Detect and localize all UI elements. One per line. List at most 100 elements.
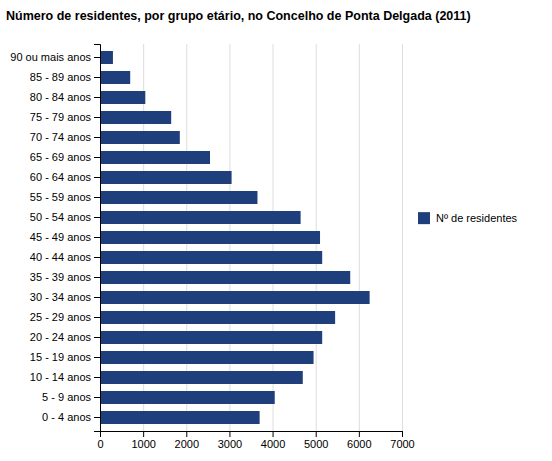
- y-tick-mark: [94, 357, 100, 358]
- y-tick-label: 90 ou mais anos: [10, 51, 91, 63]
- y-tick: 60 - 64 anos: [30, 171, 100, 183]
- x-tick-mark: [273, 431, 274, 437]
- y-tick: 45 - 49 anos: [30, 231, 100, 243]
- x-tick-label: 6000: [347, 438, 371, 450]
- y-tick-label: 70 - 74 anos: [30, 131, 92, 143]
- y-tick-mark: [94, 417, 100, 418]
- x-tick-label: 5000: [304, 438, 328, 450]
- y-tick-label: 15 - 19 anos: [30, 351, 92, 363]
- y-tick-label: 30 - 34 anos: [30, 291, 92, 303]
- bar: [100, 131, 180, 144]
- y-tick: 75 - 79 anos: [30, 111, 100, 123]
- bar: [100, 51, 113, 64]
- x-tick-label: 1000: [131, 438, 155, 450]
- title: Número de residentes, por grupo etário, …: [6, 9, 471, 23]
- bar: [100, 231, 320, 244]
- y-tick: 50 - 54 anos: [30, 211, 100, 223]
- plot: 0 1000 2000 3000 4000 5000 6000 7000 90 ou mais …: [10, 44, 414, 450]
- x-tick-mark: [316, 431, 317, 437]
- y-tick-label: 85 - 89 anos: [30, 71, 92, 83]
- y-tick-mark: [94, 97, 100, 98]
- grid-line: [359, 44, 360, 431]
- bar: [100, 391, 275, 404]
- y-tick-mark: [94, 277, 100, 278]
- legend-label: Nº de residentes: [436, 212, 518, 224]
- x-tick: 2000: [175, 431, 199, 450]
- x-tick-label: 2000: [175, 438, 199, 450]
- y-tick-label: 0 - 4 anos: [42, 411, 91, 423]
- x-tick: 1000: [131, 431, 155, 450]
- x-tick-mark: [359, 431, 360, 437]
- y-tick: 35 - 39 anos: [30, 271, 100, 283]
- y-tick-mark: [94, 157, 100, 158]
- y-tick-label: 55 - 59 anos: [30, 191, 92, 203]
- bars: [100, 51, 370, 424]
- x-tick-label: 4000: [261, 438, 285, 450]
- y-tick: 65 - 69 anos: [30, 151, 100, 163]
- y-tick: 0 - 4 anos: [42, 411, 100, 423]
- legend-item: Nº de residentes: [418, 212, 518, 224]
- bar: [100, 91, 145, 104]
- bar: [100, 251, 322, 264]
- y-tick-mark: [94, 137, 100, 138]
- y-tick: 90 ou mais anos: [10, 51, 100, 63]
- x-tick: 6000: [347, 431, 371, 450]
- y-tick: 20 - 24 anos: [30, 331, 100, 343]
- bar: [100, 191, 257, 204]
- y-tick: 55 - 59 anos: [30, 191, 100, 203]
- x-tick: 3000: [218, 431, 242, 450]
- legend-swatch: [418, 212, 430, 224]
- y-tick-mark: [94, 77, 100, 78]
- y-tick-label: 5 - 9 anos: [42, 391, 91, 403]
- legend: Nº de residentes: [418, 212, 518, 224]
- y-tick-label: 75 - 79 anos: [30, 111, 92, 123]
- y-tick: 30 - 34 anos: [30, 291, 100, 303]
- bar: [100, 151, 210, 164]
- bar: [100, 291, 370, 304]
- y-tick-mark: [94, 57, 100, 58]
- y-tick: 5 - 9 anos: [42, 391, 100, 403]
- bar: [100, 351, 314, 364]
- y-tick-label: 65 - 69 anos: [30, 151, 92, 163]
- y-tick-label: 10 - 14 anos: [30, 371, 92, 383]
- y-tick: 40 - 44 anos: [30, 251, 100, 263]
- y-axis-line: [94, 45, 101, 432]
- y-tick-mark: [94, 117, 100, 118]
- x-axis-line: [101, 432, 403, 438]
- y-tick-mark: [94, 377, 100, 378]
- y-tick-label: 50 - 54 anos: [30, 211, 92, 223]
- y-tick-mark: [94, 197, 100, 198]
- x-tick: 7000: [390, 431, 414, 450]
- y-tick-label: 80 - 84 anos: [30, 91, 92, 103]
- x-tick: 4000: [261, 431, 285, 450]
- y-tick-label: 35 - 39 anos: [30, 271, 92, 283]
- y-tick-mark: [94, 257, 100, 258]
- y-tick-label: 40 - 44 anos: [30, 251, 92, 263]
- y-tick: 10 - 14 anos: [30, 371, 100, 383]
- bar: [100, 411, 260, 424]
- y-tick-label: 60 - 64 anos: [30, 171, 92, 183]
- y-tick-mark: [94, 237, 100, 238]
- bar: [100, 271, 350, 284]
- y-tick-mark: [94, 317, 100, 318]
- bar: [100, 171, 232, 184]
- y-tick: 25 - 29 anos: [30, 311, 100, 323]
- grid-tick: [359, 44, 360, 431]
- x-tick-mark: [229, 431, 230, 437]
- y-axis: 90 ou mais anos 85 - 89 anos 80 - 84 anos 7…: [10, 45, 100, 432]
- x-axis: 0 1000 2000 3000 4000 5000 6000 7000: [97, 431, 414, 450]
- bar: [100, 211, 301, 224]
- chart: Número de residentes, por grupo etário, …: [0, 0, 552, 461]
- grid-tick: [402, 44, 403, 431]
- x-tick-mark: [402, 431, 403, 437]
- bar: [100, 71, 130, 84]
- y-tick-mark: [94, 397, 100, 398]
- y-tick-label: 25 - 29 anos: [30, 311, 92, 323]
- bar: [100, 371, 303, 384]
- y-tick: 85 - 89 anos: [30, 71, 100, 83]
- x-tick-label: 0: [97, 438, 103, 450]
- y-tick-mark: [94, 337, 100, 338]
- x-tick-label: 3000: [218, 438, 242, 450]
- x-tick: 0: [97, 431, 103, 450]
- y-tick-mark: [94, 177, 100, 178]
